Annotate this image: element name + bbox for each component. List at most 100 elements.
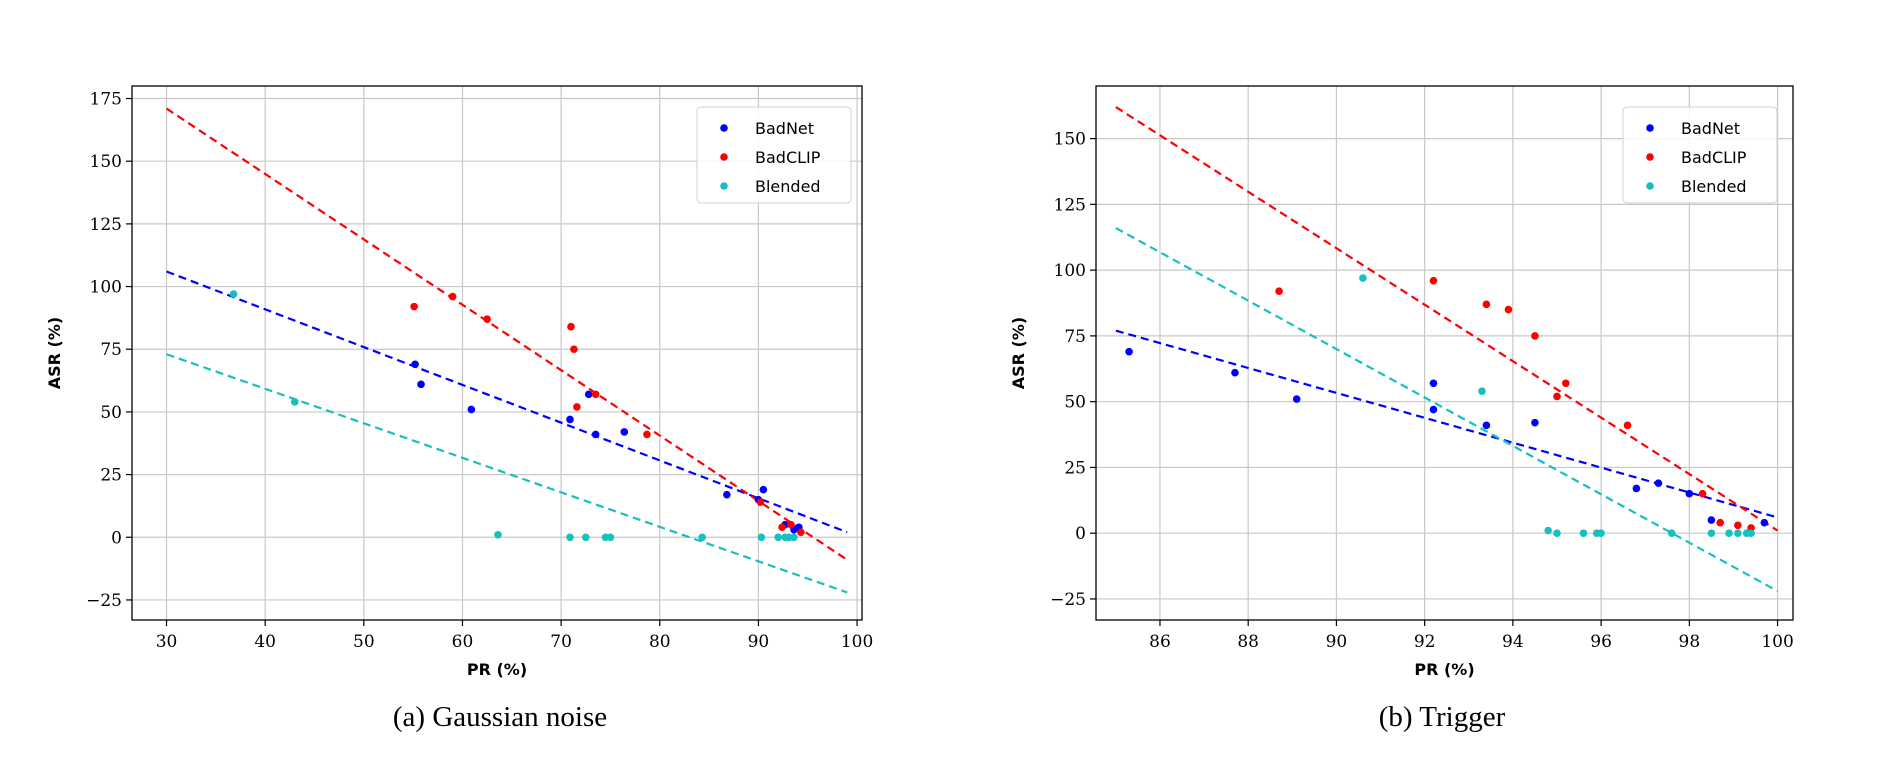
point-badclip bbox=[483, 315, 491, 323]
trend-line-badclip bbox=[165, 107, 848, 561]
point-badnet bbox=[620, 428, 629, 436]
point-badnet bbox=[1125, 347, 1133, 356]
point-badnet bbox=[1632, 484, 1641, 493]
point-badclip bbox=[591, 390, 600, 399]
y-tick-label: 100 bbox=[90, 278, 122, 298]
point-blended bbox=[1707, 529, 1716, 537]
point-blended bbox=[494, 530, 502, 539]
x-tick-label: 98 bbox=[1679, 632, 1701, 652]
point-badclip bbox=[1747, 524, 1755, 532]
point-badnet bbox=[1292, 395, 1301, 403]
point-badnet bbox=[1482, 421, 1491, 430]
y-axis-label: ASR (%) bbox=[45, 317, 64, 389]
point-badclip bbox=[573, 403, 581, 411]
x-tick-label: 92 bbox=[1414, 632, 1436, 652]
point-badclip bbox=[1504, 305, 1513, 314]
y-tick-label: 0 bbox=[111, 528, 122, 548]
point-blended bbox=[1579, 529, 1588, 537]
point-blended bbox=[1359, 274, 1367, 282]
point-badclip bbox=[1553, 392, 1561, 401]
point-badclip bbox=[570, 345, 578, 354]
x-tick-label: 60 bbox=[452, 632, 474, 652]
point-badclip bbox=[1716, 518, 1725, 527]
point-badnet bbox=[1654, 479, 1663, 488]
legend-label-badnet: BadNet bbox=[755, 119, 814, 138]
legend-label-blended: Blended bbox=[1681, 177, 1747, 196]
point-badnet bbox=[566, 415, 574, 424]
point-badclip bbox=[643, 430, 651, 439]
y-tick-label: 125 bbox=[1054, 195, 1086, 215]
axes-frame bbox=[131, 85, 863, 621]
plot-area bbox=[1115, 106, 1779, 593]
y-tick-label: −25 bbox=[86, 591, 122, 611]
x-tick-label: 40 bbox=[254, 632, 276, 652]
point-blended bbox=[1667, 529, 1676, 537]
point-badnet bbox=[1707, 516, 1716, 524]
point-blended bbox=[790, 533, 798, 542]
point-badclip bbox=[567, 322, 575, 331]
legend-marker-badclip bbox=[720, 153, 728, 161]
plot-area bbox=[165, 107, 848, 594]
legend-label-badclip: BadCLIP bbox=[755, 148, 821, 167]
point-badnet bbox=[417, 380, 425, 389]
x-tick-label: 96 bbox=[1590, 632, 1612, 652]
legend-label-blended: Blended bbox=[755, 177, 821, 196]
point-badnet bbox=[584, 390, 593, 399]
axes-frame bbox=[1095, 85, 1794, 621]
legend-marker-badnet bbox=[1646, 124, 1654, 132]
x-tick-label: 70 bbox=[550, 632, 572, 652]
point-blended bbox=[1747, 529, 1755, 537]
point-badclip bbox=[1275, 287, 1283, 295]
x-tick-label: 100 bbox=[1761, 632, 1793, 652]
point-badnet bbox=[1429, 405, 1438, 414]
point-blended bbox=[229, 290, 238, 298]
x-tick-label: 50 bbox=[353, 632, 375, 652]
y-tick-label: 50 bbox=[100, 403, 122, 423]
legend: BadNet BadCLIP Blended bbox=[1622, 106, 1778, 204]
point-badclip bbox=[756, 498, 765, 506]
y-tick-label: 75 bbox=[100, 340, 122, 360]
y-tick-label: 75 bbox=[1064, 327, 1086, 347]
point-blended bbox=[1597, 529, 1605, 537]
point-badclip bbox=[1734, 521, 1742, 530]
point-blended bbox=[757, 533, 766, 542]
x-tick-label: 90 bbox=[1326, 632, 1348, 652]
legend-marker-blended bbox=[1646, 182, 1654, 190]
y-tick-label: −25 bbox=[1050, 590, 1086, 610]
point-badclip bbox=[1623, 421, 1632, 430]
point-badnet bbox=[1231, 368, 1239, 377]
legend-label-badclip: BadCLIP bbox=[1681, 148, 1747, 167]
point-blended bbox=[774, 533, 782, 542]
x-tick-label: 90 bbox=[748, 632, 770, 652]
point-badclip bbox=[1482, 300, 1491, 309]
legend-label-badnet: BadNet bbox=[1681, 119, 1740, 138]
figure-caption: (b) Trigger bbox=[1379, 701, 1506, 733]
point-badnet bbox=[591, 430, 600, 439]
x-tick-label: 94 bbox=[1502, 632, 1524, 652]
x-axis-label: PR (%) bbox=[1414, 660, 1474, 679]
legend-box bbox=[696, 106, 852, 204]
point-blended bbox=[581, 533, 590, 542]
y-tick-label: 150 bbox=[90, 152, 122, 172]
x-tick-label: 30 bbox=[156, 632, 178, 652]
x-tick-label: 100 bbox=[841, 632, 873, 652]
y-tick-label: 25 bbox=[1064, 458, 1086, 478]
x-tick-label: 80 bbox=[649, 632, 671, 652]
y-tick-label: 125 bbox=[90, 215, 122, 235]
trend-line-badnet bbox=[166, 270, 848, 534]
x-tick-label: 86 bbox=[1149, 632, 1171, 652]
point-badnet bbox=[1685, 489, 1694, 498]
point-badclip bbox=[1531, 332, 1539, 340]
trend-line-blended bbox=[166, 353, 848, 594]
legend: BadNet BadCLIP Blended bbox=[696, 106, 852, 204]
trend-line-blended bbox=[1115, 227, 1779, 593]
point-badnet bbox=[1760, 518, 1769, 527]
legend-marker-blended bbox=[720, 182, 728, 190]
legend-marker-badclip bbox=[1646, 153, 1654, 161]
point-badclip bbox=[778, 523, 786, 532]
point-blended bbox=[606, 533, 615, 542]
point-blended bbox=[698, 533, 706, 542]
chart-0: 30 40 50 60 70 80 90 100 −25 0 25 50 75 100 125 150 175 P… bbox=[45, 85, 873, 733]
x-tick-label: 88 bbox=[1237, 632, 1259, 652]
